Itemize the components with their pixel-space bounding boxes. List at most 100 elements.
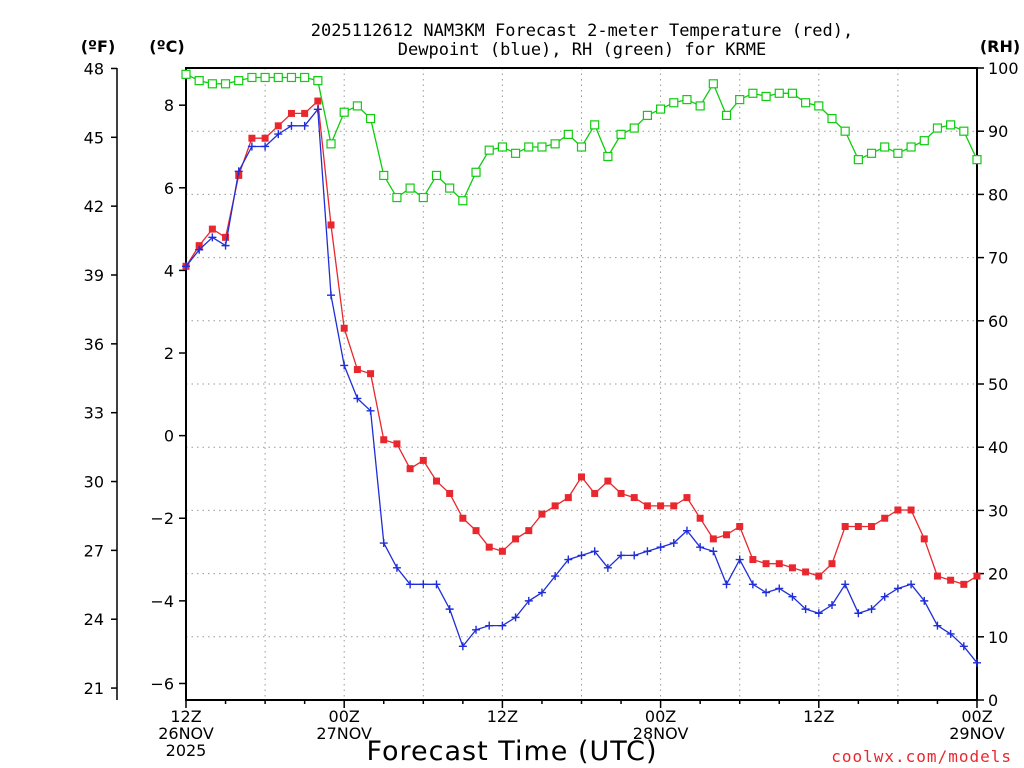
dewpoint-point xyxy=(656,543,665,552)
rh-tick-label: 20 xyxy=(988,565,1008,584)
x-tick-label: 12Z xyxy=(487,707,518,726)
rh-point xyxy=(669,98,679,108)
rh-point xyxy=(524,142,534,152)
dewpoint-point xyxy=(195,245,204,254)
dewpoint-point xyxy=(392,563,401,572)
chart-title-line2: Dewpoint (blue), RH (green) for KRME xyxy=(398,40,766,60)
rh-point xyxy=(405,183,415,193)
dewpoint-point xyxy=(920,596,929,605)
dewpoint-point xyxy=(617,551,626,560)
temperature-point xyxy=(630,494,638,502)
dewpoint-point xyxy=(340,361,349,370)
temperature-point xyxy=(525,527,533,535)
rh-point xyxy=(234,76,244,86)
rh-point xyxy=(379,170,389,181)
temperature-point xyxy=(538,510,546,518)
temperature-point xyxy=(340,324,348,332)
rh-tick-label: 40 xyxy=(988,438,1008,457)
rh-point xyxy=(748,88,758,98)
rh-point xyxy=(537,142,547,152)
celsius-tick-label: −2 xyxy=(150,509,174,528)
temperature-point xyxy=(920,535,928,543)
rh-point xyxy=(220,79,231,89)
dewpoint-point xyxy=(261,142,270,151)
rh-point xyxy=(352,101,362,111)
series-temperature xyxy=(182,97,981,588)
rh-point xyxy=(840,126,850,136)
rh-point xyxy=(300,72,310,83)
dewpoint-point xyxy=(959,642,968,651)
dewpoint-point xyxy=(907,580,916,589)
temperature-point xyxy=(406,465,414,473)
dewpoint-point xyxy=(577,551,586,560)
temperature-point xyxy=(749,556,757,564)
temperature-point xyxy=(367,370,375,378)
rh-point xyxy=(801,98,811,108)
temperature-point xyxy=(933,572,941,580)
rh-point xyxy=(827,113,837,124)
dewpoint-point xyxy=(735,555,744,564)
axes: 21242730333639424548−6−4−202468010203040… xyxy=(84,59,1019,710)
x-tick-label: 29NOV xyxy=(949,724,1005,743)
rh-point xyxy=(616,129,626,139)
x-tick-label: 28NOV xyxy=(633,724,689,743)
x-tick-label: 12Z xyxy=(803,707,834,726)
dewpoint-point xyxy=(485,621,494,630)
temperature-point xyxy=(498,547,506,555)
rh-tick-label: 60 xyxy=(988,312,1008,331)
temperature-point xyxy=(802,568,810,576)
rh-point xyxy=(431,170,442,181)
dewpoint-point xyxy=(841,580,850,589)
rh-point xyxy=(919,136,929,146)
temperature-point xyxy=(762,560,770,568)
temperature-point xyxy=(617,489,625,497)
dewpoint-point xyxy=(854,609,863,618)
temperature-point xyxy=(894,506,902,514)
x-tick-label: 27NOV xyxy=(316,724,372,743)
dewpoint-point xyxy=(379,539,388,548)
celsius-tick-label: 8 xyxy=(164,96,174,115)
dewpoint-point xyxy=(933,621,942,630)
temperature-point xyxy=(973,572,981,580)
temperature-point xyxy=(907,506,915,514)
fahrenheit-tick-label: 39 xyxy=(84,266,104,285)
temperature-point xyxy=(393,440,401,448)
dewpoint-point xyxy=(208,233,217,242)
rh-point xyxy=(392,192,402,203)
dewpoint-point xyxy=(603,563,612,572)
rh-point xyxy=(655,104,666,114)
temperature-point xyxy=(643,502,651,510)
temperature-point xyxy=(591,489,599,497)
dewpoint-point xyxy=(234,167,243,176)
temperature-point xyxy=(287,109,295,117)
dewpoint-point xyxy=(551,572,560,581)
rh-tick-label: 50 xyxy=(988,375,1008,394)
fahrenheit-tick-label: 36 xyxy=(84,335,104,354)
rh-point xyxy=(695,101,705,111)
temperature-point xyxy=(248,134,256,142)
dewpoint-point xyxy=(287,121,296,130)
rh-point xyxy=(418,192,428,203)
dewpoint-point xyxy=(814,609,823,618)
rh-point xyxy=(484,145,494,155)
temperature-point xyxy=(578,473,585,481)
fahrenheit-tick-label: 30 xyxy=(84,473,104,492)
dewpoint-point xyxy=(775,584,784,593)
rh-point xyxy=(207,79,217,89)
temperature-point xyxy=(195,242,203,250)
celsius-tick-label: −6 xyxy=(150,674,174,693)
rh-tick-label: 30 xyxy=(988,501,1008,520)
fahrenheit-tick-label: 24 xyxy=(84,610,104,629)
rh-point xyxy=(471,167,481,177)
series-rh xyxy=(181,69,982,206)
temperature-point xyxy=(274,122,282,130)
dewpoint-point xyxy=(696,543,705,552)
rh-point xyxy=(787,88,798,98)
temperature-point xyxy=(551,502,559,510)
dewpoint-point xyxy=(247,142,256,151)
x-axis-label: Forecast Time (UTC) xyxy=(366,736,657,767)
temperature-point xyxy=(314,97,322,105)
celsius-tick-label: −4 xyxy=(150,592,174,611)
rh-point xyxy=(339,107,349,117)
